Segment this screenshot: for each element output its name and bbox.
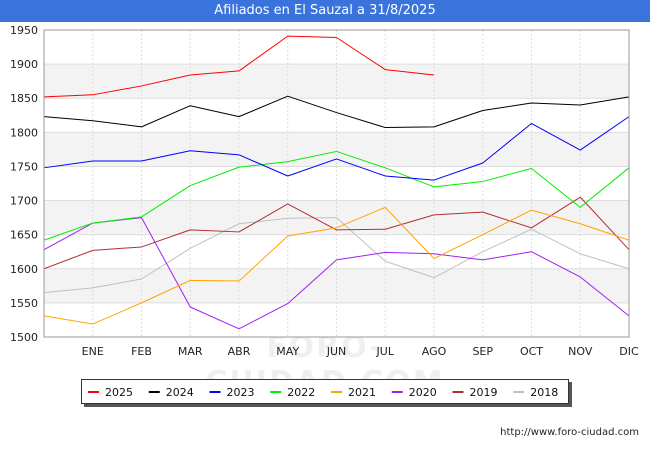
- x-axis-ticks: ENE FEB MAR ABR MAY JUN JUL AGO SEP OCT NOV DIC: [82, 345, 639, 358]
- plot-band: [44, 268, 629, 303]
- y-tick-label: 1600: [10, 263, 38, 276]
- x-tick-label: AGO: [422, 345, 447, 358]
- y-tick-label: 1850: [10, 92, 38, 105]
- plot-frame: [43, 29, 630, 338]
- legend-label-2025: 2025: [105, 386, 133, 399]
- y-tick-label: 1750: [10, 160, 38, 173]
- y-tick-label: 1700: [10, 195, 38, 208]
- x-tick-label: ENE: [82, 345, 104, 358]
- chart-title: Afiliados en El Sauzal a 31/8/2025: [0, 0, 650, 22]
- x-tick-label: FEB: [131, 345, 152, 358]
- series-line-2024: [43, 95, 630, 129]
- series-line-2022: [43, 150, 630, 241]
- legend-label-2020: 2020: [409, 386, 437, 399]
- y-tick-label: 1900: [10, 58, 38, 71]
- x-tick-label: SEP: [472, 345, 493, 358]
- legend-label-2022: 2022: [287, 386, 315, 399]
- y-tick-label: 1650: [10, 229, 38, 242]
- series-line-2020: [43, 217, 630, 330]
- x-tick-label: JUN: [326, 345, 347, 358]
- y-tick-label: 1800: [10, 126, 38, 139]
- legend-label-2023: 2023: [227, 386, 255, 399]
- legend-entries: 2025 2024 2023 2022 2021 2020 2019 2018: [88, 386, 558, 399]
- y-axis-ticks: 1500 1550 1600 1650 1700 1750 1800 1850 1900 1950: [10, 24, 38, 344]
- legend-label-2024: 2024: [166, 386, 194, 399]
- x-tick-label: JUL: [376, 345, 395, 358]
- x-tick-label: ABR: [228, 345, 251, 358]
- plot-band: [44, 64, 629, 99]
- source-url[interactable]: http://www.foro-ciudad.com: [500, 427, 639, 438]
- legend-label-2018: 2018: [530, 386, 558, 399]
- series-line-2021: [43, 206, 630, 325]
- x-tick-label: MAY: [276, 345, 299, 358]
- legend-label-2021: 2021: [348, 386, 376, 399]
- y-tick-label: 1950: [10, 24, 38, 37]
- x-tick-label: OCT: [520, 345, 543, 358]
- series-line-2025: [43, 35, 435, 98]
- series-line-2023: [43, 116, 630, 181]
- legend: 2025 2024 2023 2022 2021 2020 2019 2018: [81, 379, 569, 404]
- axes: [43, 29, 630, 338]
- legend-label-2019: 2019: [470, 386, 498, 399]
- x-tick-label: MAR: [178, 345, 203, 358]
- y-tick-label: 1500: [10, 331, 38, 344]
- series-lines: [43, 35, 630, 330]
- x-tick-label: DIC: [619, 345, 639, 358]
- series-line-2018: [43, 217, 630, 294]
- series-line-2019: [43, 196, 630, 270]
- x-tick-label: NOV: [568, 345, 593, 358]
- y-tick-label: 1550: [10, 297, 38, 310]
